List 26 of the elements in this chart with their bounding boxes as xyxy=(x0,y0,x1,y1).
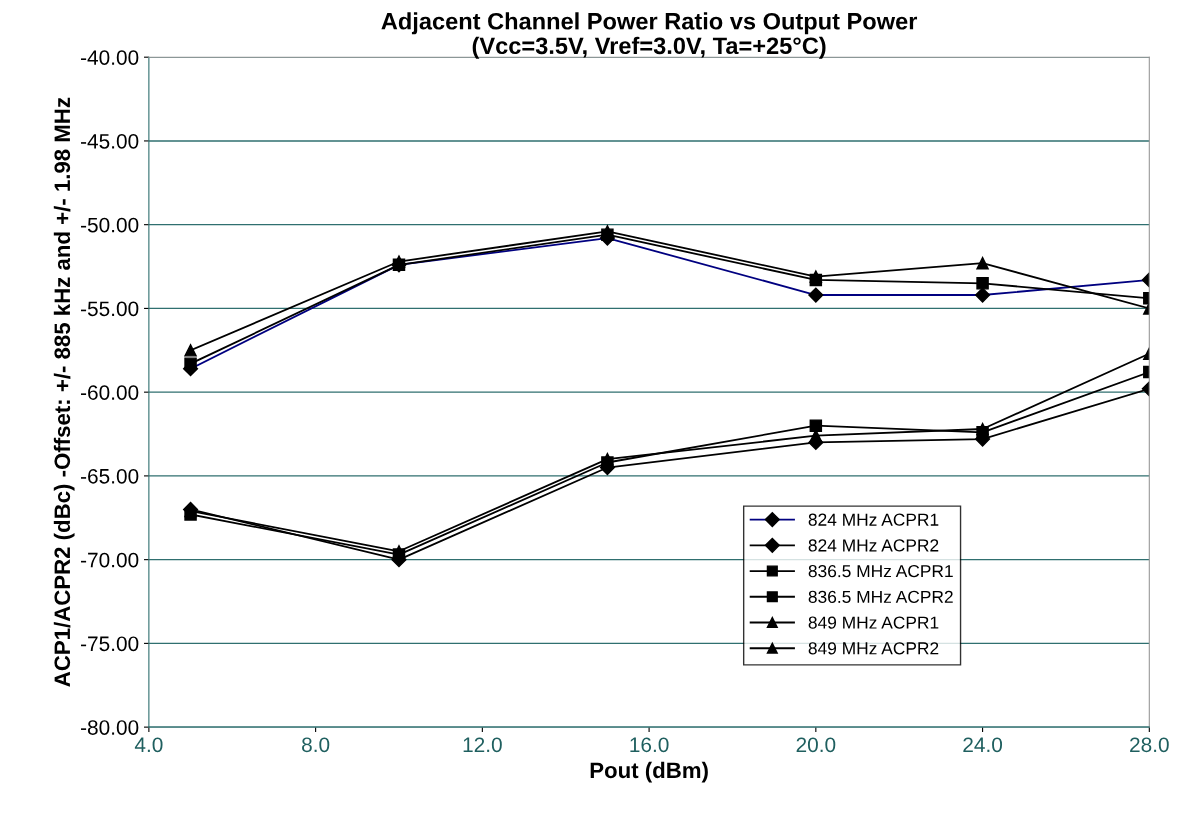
legend-label: 849 MHz ACPR1 xyxy=(808,616,939,629)
x-tick-label: 16.0 xyxy=(630,737,669,753)
y-tick-label: -50.00 xyxy=(81,217,139,233)
legend-label: 824 MHz ACPR1 xyxy=(808,513,939,526)
y-tick-label: -70.00 xyxy=(81,552,139,568)
legend-label: 836.5 MHz ACPR1 xyxy=(808,564,953,578)
x-tick-label: 28.0 xyxy=(1130,737,1169,753)
legend-label: 849 MHz ACPR2 xyxy=(808,642,939,655)
y-axis-title: ACP1/ACPR2 (dBc) -Offset: +/- 885 kHz and +/- 1.98 MHz xyxy=(53,97,75,687)
y-tick-label: -65.00 xyxy=(81,468,139,484)
y-tick-label: -40.00 xyxy=(81,50,139,65)
chart-title: Adjacent Channel Power Ratio vs Output Power xyxy=(381,12,918,35)
x-tick-label: 8.0 xyxy=(302,737,330,753)
x-tick-label: 12.0 xyxy=(463,737,502,753)
x-axis-title: Pout (dBm) xyxy=(590,761,708,783)
legend-label: 824 MHz ACPR2 xyxy=(808,539,939,552)
y-tick-label: -75.00 xyxy=(81,636,139,652)
x-tick-label: 24.0 xyxy=(963,737,1003,753)
y-tick-label: -60.00 xyxy=(81,385,139,400)
y-tick-label: -55.00 xyxy=(81,301,139,317)
x-tick-label: 4.0 xyxy=(134,737,163,753)
chart-subtitle: (Vcc=3.5V, Vref=3.0V, Ta=+25°C) xyxy=(472,36,826,59)
y-tick-label: -45.00 xyxy=(81,133,139,149)
x-tick-label: 20.0 xyxy=(796,737,836,753)
legend-label: 836.5 MHz ACPR2 xyxy=(808,590,953,604)
y-tick-label: -80.00 xyxy=(81,720,139,735)
